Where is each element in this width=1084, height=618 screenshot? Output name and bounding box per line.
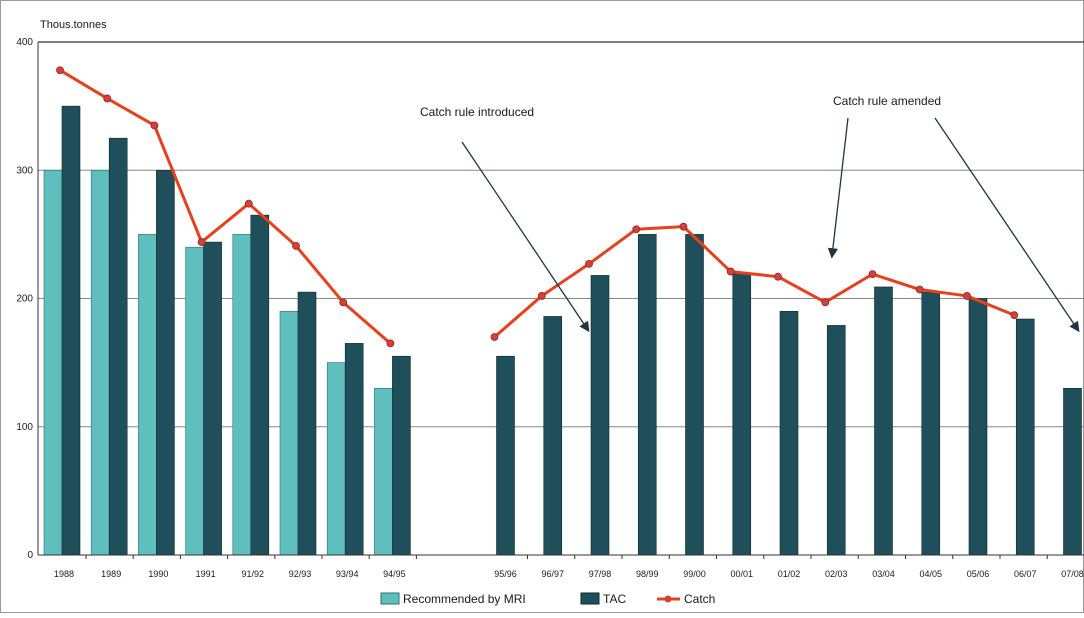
catch-point-10 (585, 259, 593, 268)
bar-recommended-6 (326, 362, 346, 556)
catch-point-8 (490, 333, 499, 341)
x-tick-label-10: 97/98 (589, 569, 612, 579)
catch-point-6 (339, 298, 348, 307)
legend-label-catch: Catch (684, 592, 715, 606)
bar-tac-16 (874, 286, 893, 556)
bars-layer (43, 105, 1082, 556)
bar-tac-11 (637, 234, 657, 556)
axis-layer: 0 100 200 300 400 1988 1989 1990 1991 91/92 92/93 9… (16, 37, 1084, 579)
catch-point-3 (197, 238, 206, 246)
points-layer (56, 66, 1019, 348)
annotation-catch-rule-amended: Catch rule amended (833, 94, 941, 108)
bar-tac-5 (297, 291, 317, 556)
catch-point-7 (386, 339, 395, 348)
catch-point-9 (537, 292, 546, 300)
bar-recommended-7 (374, 387, 393, 556)
catch-point-1 (103, 94, 112, 103)
x-tick-label-12: 99/00 (683, 569, 706, 579)
arrow-amended-2 (934, 117, 1080, 333)
x-tick-label-5: 92/93 (289, 569, 312, 579)
x-tick-label-0: 1988 (54, 569, 74, 579)
legend-swatch-recommended (380, 592, 400, 605)
legend-label-recommended: Recommended by MRI (403, 592, 526, 606)
y-unit-label: Thous.tonnes (40, 19, 107, 31)
catch-point-17 (915, 285, 924, 294)
x-tick-label-13: 00/01 (730, 569, 753, 579)
x-tick-label-7: 94/95 (383, 569, 406, 579)
x-tick-label-6: 93/94 (336, 569, 359, 579)
catch-point-11 (632, 225, 641, 234)
catch-point-15 (821, 298, 830, 307)
x-tick-label-20: 07/08 (1061, 569, 1084, 579)
x-tick-label-19: 06/07 (1014, 569, 1037, 579)
catch-point-2 (150, 121, 159, 130)
bar-tac-19 (1015, 318, 1035, 556)
bar-tac-14 (779, 311, 799, 556)
x-tick-label-17: 04/05 (919, 569, 942, 579)
bar-tac-6 (344, 343, 364, 556)
bar-tac-8 (496, 355, 515, 556)
catch-point-12 (679, 222, 688, 231)
bar-recommended-2 (138, 234, 157, 556)
x-tick-label-18: 05/06 (967, 569, 990, 579)
line-layer (59, 68, 1015, 345)
catch-point-16 (868, 270, 877, 279)
x-tick-label-16: 03/04 (872, 569, 895, 579)
catch-point-18 (963, 292, 971, 300)
catch-line-segment-0 (59, 68, 392, 345)
bar-tac-3 (203, 241, 222, 556)
catch-line-segment-1 (493, 225, 1015, 339)
x-tick-label-2: 1990 (148, 569, 168, 579)
catch-point-13 (726, 267, 735, 276)
legend-swatch-catch-marker (664, 595, 672, 603)
x-tick-label-4: 91/92 (242, 569, 265, 579)
bar-recommended-4 (232, 234, 252, 556)
catch-point-14 (774, 272, 782, 281)
catch-point-4 (244, 199, 253, 208)
y-tick-label-3: 300 (16, 165, 33, 176)
bar-tac-2 (156, 169, 175, 556)
catch-point-0 (56, 66, 64, 75)
bar-tac-12 (685, 234, 704, 556)
x-tick-label-11: 98/99 (636, 569, 659, 579)
bar-tac-1 (108, 137, 128, 556)
y-tick-label-2: 200 (16, 294, 33, 305)
bar-tac-18 (968, 298, 988, 556)
arrow-introduced (461, 141, 590, 333)
bar-tac-4 (250, 214, 270, 556)
legend-swatch-tac (580, 592, 600, 605)
bar-recommended-0 (43, 169, 63, 556)
legend-label-tac: TAC (603, 592, 626, 606)
arrow-amended-1 (827, 117, 849, 259)
bar-tac-0 (61, 105, 81, 556)
bar-tac-10 (590, 275, 610, 556)
bar-tac-20 (1063, 387, 1082, 556)
catch-point-5 (292, 242, 300, 250)
legend: Recommended by MRI TAC Catch (380, 592, 715, 606)
y-tick-label-4: 400 (16, 37, 33, 48)
bar-recommended-5 (279, 311, 299, 556)
annotation-catch-rule-introduced: Catch rule introduced (420, 105, 534, 119)
bar-tac-9 (543, 316, 563, 556)
bar-tac-13 (732, 272, 752, 556)
y-tick-label-0: 0 (27, 550, 33, 561)
x-tick-label-9: 96/97 (541, 569, 564, 579)
x-tick-label-8: 95/96 (494, 569, 517, 579)
bar-tac-7 (392, 355, 411, 556)
catch-point-19 (1010, 311, 1019, 320)
x-tick-label-3: 1991 (196, 569, 216, 579)
bar-tac-17 (921, 291, 941, 556)
bar-recommended-1 (90, 169, 110, 556)
x-tick-label-15: 02/03 (825, 569, 848, 579)
x-tick-label-14: 01/02 (778, 569, 801, 579)
x-tick-label-1: 1989 (101, 569, 121, 579)
y-tick-label-1: 100 (16, 422, 33, 433)
bar-tac-15 (826, 325, 846, 556)
annotation-layer: Catch rule introduced Catch rule amended (420, 94, 1080, 333)
bar-recommended-3 (185, 246, 204, 556)
